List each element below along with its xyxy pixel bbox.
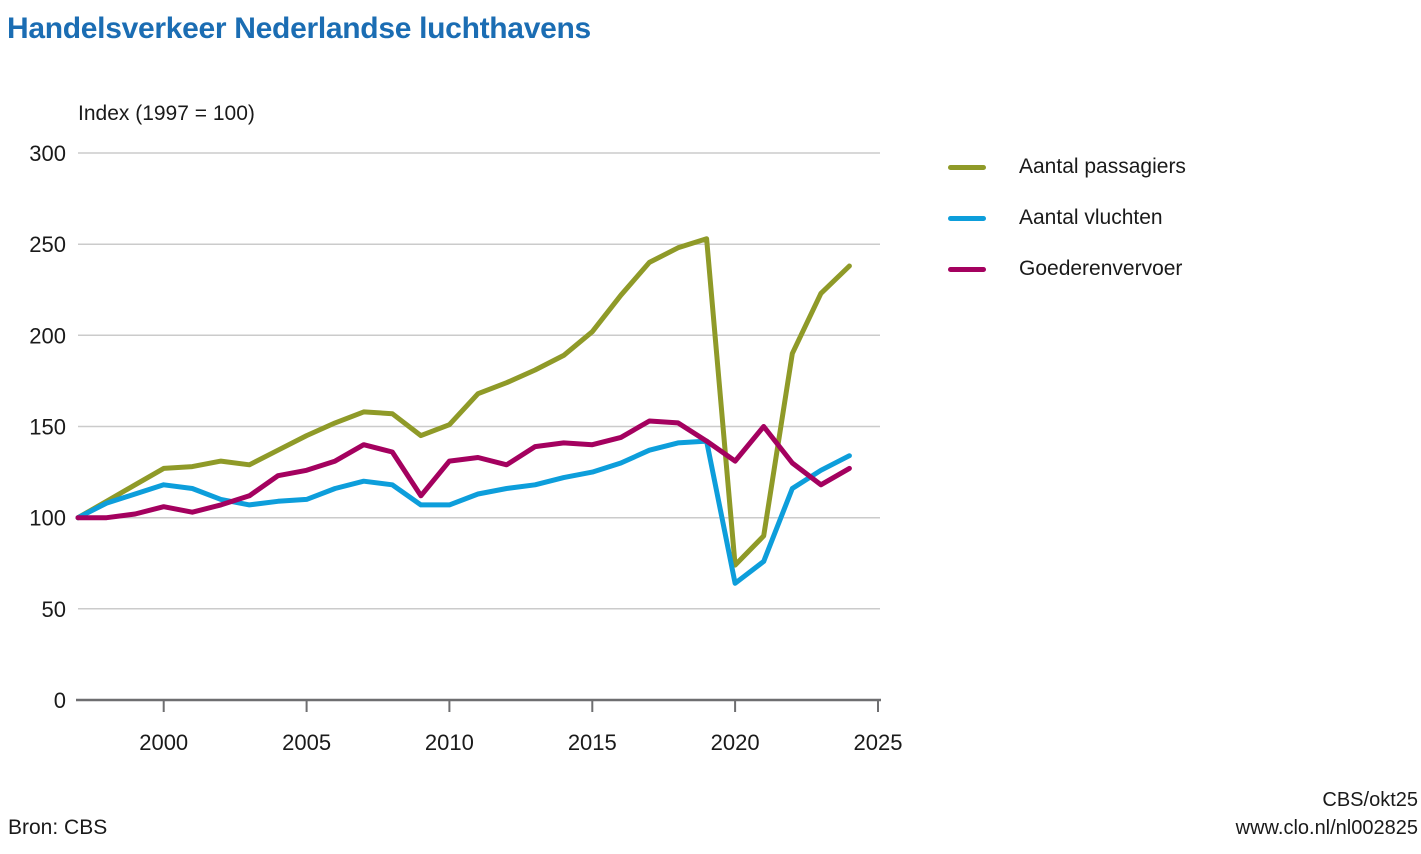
legend-swatch-vluchten-icon [948,215,986,221]
y-tick-label-300: 300 [29,141,66,166]
x-tick-label-2010: 2010 [425,730,474,755]
y-axis-unit-label: Index (1997 = 100) [78,102,255,125]
chart-svg: 0 50 100 150 200 250 300 2000 2005 2010 2015 2020 20… [29,141,903,755]
x-tick-label-2000: 2000 [139,730,188,755]
legend-item-aantal-vluchten: Aantal vluchten [948,201,1186,235]
y-tick-label-250: 250 [29,232,66,257]
legend-item-aantal-passagiers: Aantal passagiers [948,150,1186,184]
y-tick-label-150: 150 [29,415,66,440]
source-text: Bron: CBS [8,816,108,839]
legend-label-vluchten: Aantal vluchten [1019,206,1163,229]
y-tick-label-200: 200 [29,323,66,348]
series-line-aantal-passagiers [75,236,852,568]
credit-text: CBS/okt25 www.clo.nl/nl002825 [1236,786,1418,842]
x-tick-label-2015: 2015 [568,730,617,755]
series-line-aantal-vluchten [75,438,852,586]
legend-item-goederenvervoer: Goederenvervoer [948,252,1186,286]
y-tick-label-50: 50 [42,597,66,622]
credit-line-1: CBS/okt25 [1322,789,1418,811]
series-line-goederenvervoer [75,418,852,521]
credit-line-2: www.clo.nl/nl002825 [1235,817,1418,839]
page-title: Handelsverkeer Nederlandse luchthavens [7,12,591,45]
legend-swatch-passagiers-icon [948,164,986,170]
x-tick-label-2005: 2005 [282,730,331,755]
x-tick-label-2020: 2020 [711,730,760,755]
y-tick-label-0: 0 [54,688,66,713]
legend: Aantal passagiers Aantal vluchten Goeder… [948,150,1186,303]
legend-label-goederenvervoer: Goederenvervoer [1019,257,1183,280]
y-tick-label-100: 100 [29,506,66,531]
legend-label-passagiers: Aantal passagiers [1019,155,1186,178]
x-tick-label-2025: 2025 [854,730,903,755]
legend-swatch-goederenvervoer-icon [948,266,986,272]
